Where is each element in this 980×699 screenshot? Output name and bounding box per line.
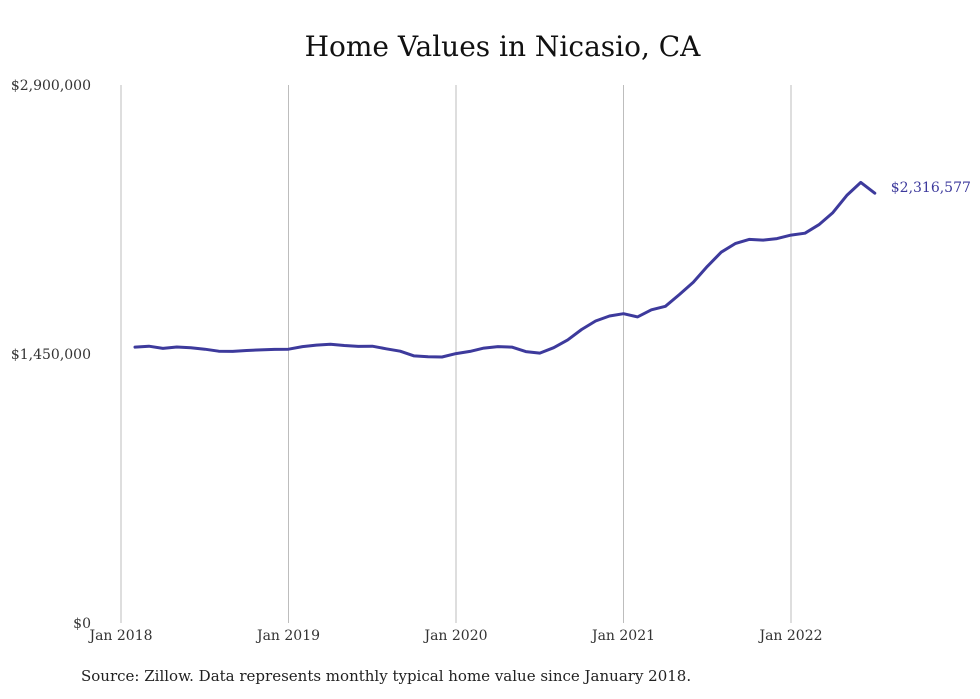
- y-tick-label: $1,450,000: [11, 347, 91, 363]
- y-tick-label: $0: [73, 616, 91, 632]
- end-value-label: $2,316,577: [891, 180, 971, 196]
- x-tick-label: Jan 2018: [87, 628, 152, 644]
- y-axis-ticks: $0 $1,450,000 $2,900,000: [11, 78, 91, 632]
- x-tick-label: Jan 2019: [255, 628, 320, 644]
- x-axis-ticks: Jan 2018 Jan 2019 Jan 2020 Jan 2021 Jan 2022: [87, 628, 822, 644]
- chart-title: Home Values in Nicasio, CA: [304, 30, 701, 63]
- x-tick-label: Jan 2022: [757, 628, 822, 644]
- x-tick-label: Jan 2020: [422, 628, 487, 644]
- series-line: [133, 180, 877, 359]
- source-note: Source: Zillow. Data represents monthly …: [81, 667, 692, 685]
- series-group: [133, 180, 877, 359]
- x-tick-label: Jan 2021: [590, 628, 655, 644]
- y-tick-label: $2,900,000: [11, 78, 91, 94]
- data-labels: $2,316,577: [891, 180, 971, 196]
